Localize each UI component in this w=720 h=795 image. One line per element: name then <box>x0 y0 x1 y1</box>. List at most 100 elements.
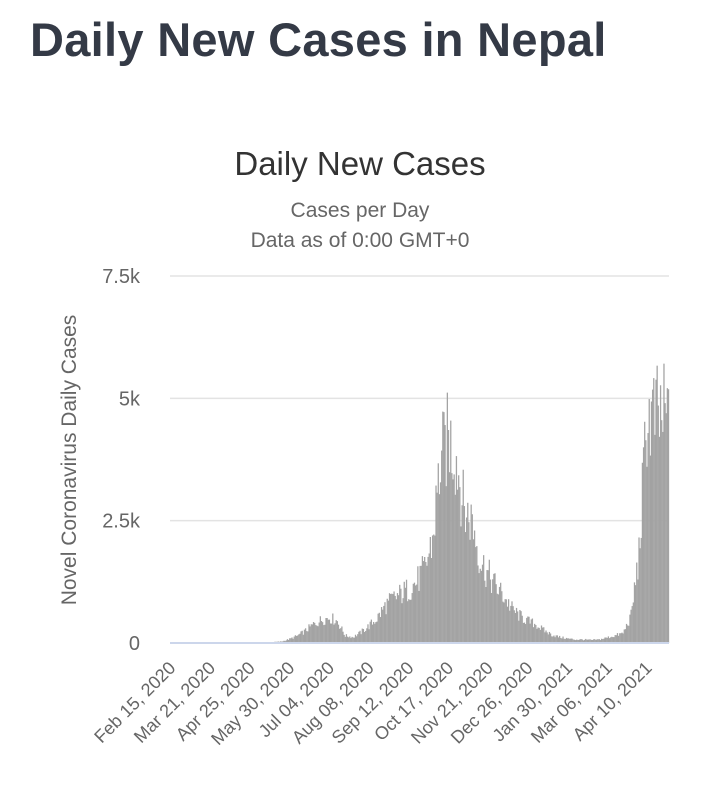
bar <box>511 601 513 643</box>
bar <box>551 636 553 643</box>
bar <box>471 514 473 643</box>
bar <box>342 631 344 643</box>
y-tick-label: 0 <box>129 633 140 655</box>
bar <box>397 595 400 643</box>
bar <box>562 636 564 643</box>
bar <box>401 603 403 643</box>
bar <box>340 628 342 643</box>
bar <box>570 638 572 643</box>
bar <box>607 636 610 643</box>
bar <box>442 411 444 643</box>
bar <box>309 626 311 643</box>
bar <box>317 626 319 643</box>
bar <box>564 639 566 643</box>
bar <box>290 638 292 643</box>
bar <box>496 593 498 643</box>
bar <box>658 436 661 643</box>
bar <box>603 638 605 643</box>
bar <box>580 639 582 643</box>
bar <box>546 632 548 643</box>
bar <box>566 638 569 643</box>
bar <box>571 638 573 643</box>
bar <box>469 539 471 643</box>
bar <box>608 638 611 643</box>
bar <box>285 640 287 643</box>
bar <box>314 622 316 643</box>
bar <box>376 621 378 643</box>
bar <box>472 539 475 643</box>
bar <box>629 614 631 643</box>
bar <box>359 630 361 643</box>
bar <box>606 637 608 643</box>
bar <box>327 619 329 643</box>
bar <box>424 557 426 643</box>
bar <box>486 570 488 643</box>
bar <box>532 627 535 643</box>
bar <box>640 537 642 643</box>
bar <box>348 637 350 643</box>
bar <box>365 630 367 643</box>
bar <box>410 599 412 643</box>
bar <box>509 610 511 643</box>
bar <box>371 624 374 643</box>
bar <box>506 606 509 643</box>
bar <box>653 378 655 643</box>
bar <box>650 401 653 643</box>
bar <box>648 399 650 643</box>
bar <box>494 573 496 643</box>
bar <box>447 429 450 643</box>
bar <box>387 600 390 643</box>
bar <box>345 634 348 643</box>
bar <box>490 592 493 643</box>
bar <box>565 637 568 643</box>
bar <box>604 637 606 643</box>
bar <box>335 620 337 643</box>
bar <box>417 566 419 643</box>
bar <box>568 638 570 643</box>
bar <box>312 622 315 643</box>
bar <box>654 434 656 643</box>
bar <box>587 639 589 643</box>
bar <box>585 638 587 643</box>
bar <box>377 613 379 643</box>
bar <box>631 606 633 643</box>
bar <box>294 635 297 643</box>
bar <box>602 639 604 643</box>
bar <box>315 625 317 643</box>
bar <box>459 487 461 643</box>
bar <box>543 627 545 643</box>
bar <box>422 561 425 643</box>
bar <box>651 389 654 643</box>
bar <box>638 537 640 643</box>
bar <box>663 363 665 643</box>
y-axis-label: Novel Coronavirus Daily Cases <box>58 315 81 606</box>
bar <box>391 593 393 643</box>
bar <box>287 639 290 643</box>
bar <box>404 587 407 643</box>
bar <box>545 630 547 643</box>
bar <box>590 639 593 643</box>
bar <box>597 639 599 643</box>
bar <box>384 602 386 643</box>
bar <box>386 598 388 643</box>
bar <box>462 469 464 643</box>
bar <box>361 628 363 643</box>
bar <box>321 622 324 643</box>
bar <box>561 638 563 643</box>
bar <box>535 625 537 643</box>
bar <box>448 472 451 643</box>
bar <box>325 618 327 643</box>
bar <box>637 579 639 643</box>
bar <box>622 633 624 643</box>
bar <box>421 556 424 643</box>
bar <box>598 639 600 643</box>
bar <box>657 405 659 643</box>
bar <box>560 637 562 643</box>
bar <box>461 505 463 643</box>
bar <box>524 624 527 643</box>
bar <box>557 637 560 643</box>
bar <box>576 639 578 643</box>
y-tick-label: 2.5k <box>102 511 141 533</box>
